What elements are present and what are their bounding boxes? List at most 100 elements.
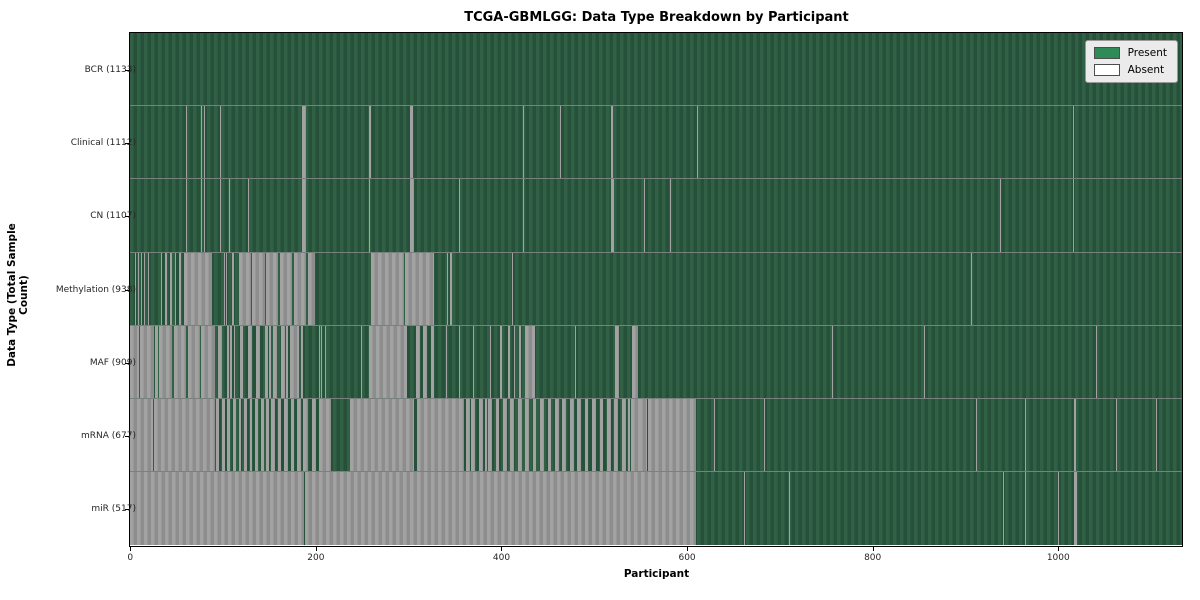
x-tick-mark (501, 547, 503, 551)
absent-segment (1024, 398, 1026, 472)
chart-title: TCGA-GBMLGG: Data Type Breakdown by Part… (464, 10, 849, 25)
absent-segment (647, 398, 697, 472)
absent-segment (569, 398, 574, 472)
absent-segment (523, 179, 525, 252)
absent-segment (696, 106, 698, 179)
plot-area (129, 32, 1183, 547)
absent-segment (227, 325, 230, 398)
legend-item-present: Present (1093, 47, 1167, 59)
absent-segment (227, 398, 231, 472)
absent-segment (369, 106, 372, 179)
absent-segment (510, 398, 515, 472)
absent-segment (239, 325, 244, 398)
absent-segment (670, 179, 672, 252)
y-tick-mark (125, 69, 129, 71)
absent-segment (179, 252, 182, 325)
present-fill (130, 325, 1182, 398)
absent-segment (512, 252, 514, 325)
absent-segment (471, 398, 476, 472)
absent-segment (154, 398, 216, 472)
absent-segment (349, 398, 414, 472)
absent-segment (763, 398, 765, 472)
absent-segment (500, 325, 503, 398)
absent-segment (610, 179, 615, 252)
absent-segment (976, 398, 978, 472)
absent-segment (514, 325, 516, 398)
absent-segment (173, 325, 186, 398)
absent-segment (277, 398, 282, 472)
y-tick-label-methylation: Methylation (938) (55, 284, 136, 295)
absent-segment (297, 398, 301, 472)
y-tick-label-mrna: mRNA (677) (81, 430, 136, 441)
absent-segment (244, 398, 247, 472)
x-tick-mark (130, 547, 132, 551)
absent-segment (201, 106, 203, 179)
absent-segment (490, 325, 492, 398)
absent-segment (204, 179, 206, 252)
absent-segment (495, 398, 500, 472)
absent-segment (416, 398, 465, 472)
absent-segment (143, 252, 145, 325)
absent-segment (201, 179, 203, 252)
absent-segment (410, 179, 414, 252)
absent-segment (130, 472, 304, 546)
absent-segment (280, 252, 293, 325)
heatmap-row-cn (130, 179, 1182, 253)
y-tick-label-maf: MAF (909) (89, 357, 136, 368)
absent-segment (271, 398, 275, 472)
absent-segment (216, 398, 220, 472)
absent-segment (610, 106, 614, 179)
absent-segment (158, 325, 172, 398)
absent-segment (371, 252, 404, 325)
absent-segment (788, 472, 790, 546)
absent-segment (525, 325, 535, 398)
absent-segment (523, 106, 525, 179)
legend-label-present: Present (1127, 47, 1167, 59)
absent-segment (459, 325, 461, 398)
absent-segment (644, 179, 646, 252)
absent-segment (369, 325, 407, 398)
absent-segment (577, 398, 581, 472)
absent-segment (485, 398, 488, 472)
absent-segment (614, 398, 619, 472)
absent-segment (321, 325, 323, 398)
absent-segment (225, 252, 228, 325)
absent-segment (269, 325, 272, 398)
absent-segment (1156, 398, 1158, 472)
heatmap-row-maf (130, 325, 1182, 399)
absent-segment (410, 106, 414, 179)
absent-segment (1024, 472, 1026, 546)
absent-segment (615, 325, 620, 398)
absent-segment (289, 325, 299, 398)
legend-label-absent: Absent (1127, 64, 1165, 76)
absent-segment (134, 252, 137, 325)
heatmap-row-methylation (130, 252, 1182, 326)
present-fill (130, 33, 1182, 106)
absent-segment (311, 398, 316, 472)
absent-segment (319, 325, 321, 398)
legend: Present Absent (1084, 40, 1178, 83)
absent-segment (415, 325, 420, 398)
x-tick-mark (1058, 547, 1060, 551)
absent-segment (503, 398, 507, 472)
absent-segment (450, 252, 452, 325)
absent-segment (221, 398, 225, 472)
absent-segment (183, 252, 212, 325)
absent-segment (185, 106, 187, 179)
absent-segment (169, 252, 172, 325)
absent-segment (138, 252, 140, 325)
absent-segment (130, 398, 154, 472)
absent-segment (1072, 179, 1074, 252)
absent-segment (187, 325, 200, 398)
present-swatch (1093, 47, 1120, 59)
x-axis-label: Participant (623, 568, 690, 580)
absent-segment (247, 179, 249, 252)
absent-segment (272, 325, 277, 398)
x-tick-label-200: 200 (307, 553, 325, 563)
y-tick-mark (125, 362, 129, 364)
absent-segment (584, 398, 589, 472)
absent-swatch (1093, 64, 1120, 76)
absent-segment (308, 252, 315, 325)
absent-segment (256, 325, 260, 398)
x-tick-mark (872, 547, 874, 551)
